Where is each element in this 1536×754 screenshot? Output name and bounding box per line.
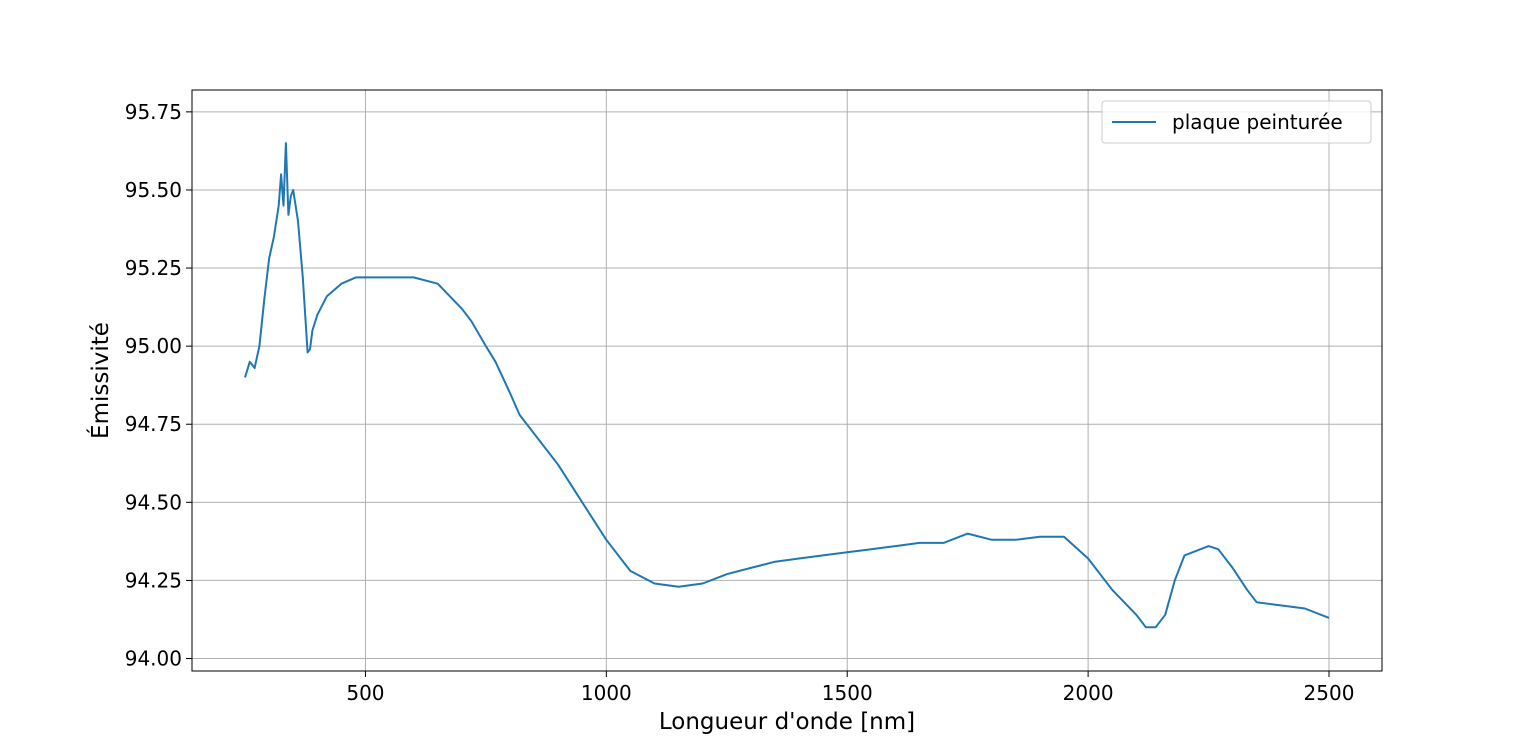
legend-entry-label: plaque peinturée (1172, 110, 1343, 134)
y-tick-label: 94.75 (125, 412, 182, 436)
axis-ticks: 500 1000 1500 2000 2500 94.00 94.25 94.50 94.75 9… (125, 100, 1355, 705)
legend: plaque peinturée (1101, 100, 1372, 144)
x-tick-label: 1500 (822, 681, 873, 705)
y-tick-label: 94.25 (125, 568, 182, 592)
x-tick-label: 2500 (1304, 681, 1355, 705)
x-axis-label: Longueur d'onde [nm] (659, 709, 915, 735)
y-tick-label: 94.00 (125, 647, 182, 671)
x-tick-label: 1000 (581, 681, 632, 705)
y-tick-label: 95.50 (125, 178, 182, 202)
y-tick-label: 95.25 (125, 256, 182, 280)
x-tick-label: 500 (346, 681, 384, 705)
series-line-0 (244, 142, 1330, 629)
y-tick-label: 94.50 (125, 490, 182, 514)
y-axis-label: Émissivité (86, 322, 114, 439)
y-tick-label: 95.00 (125, 334, 182, 358)
plot-area-frame (191, 89, 1383, 672)
legend-box (1101, 100, 1372, 144)
x-tick-label: 2000 (1063, 681, 1114, 705)
series-layer (244, 142, 1330, 629)
y-tick-label: 95.75 (125, 100, 182, 124)
grid (192, 90, 1382, 671)
